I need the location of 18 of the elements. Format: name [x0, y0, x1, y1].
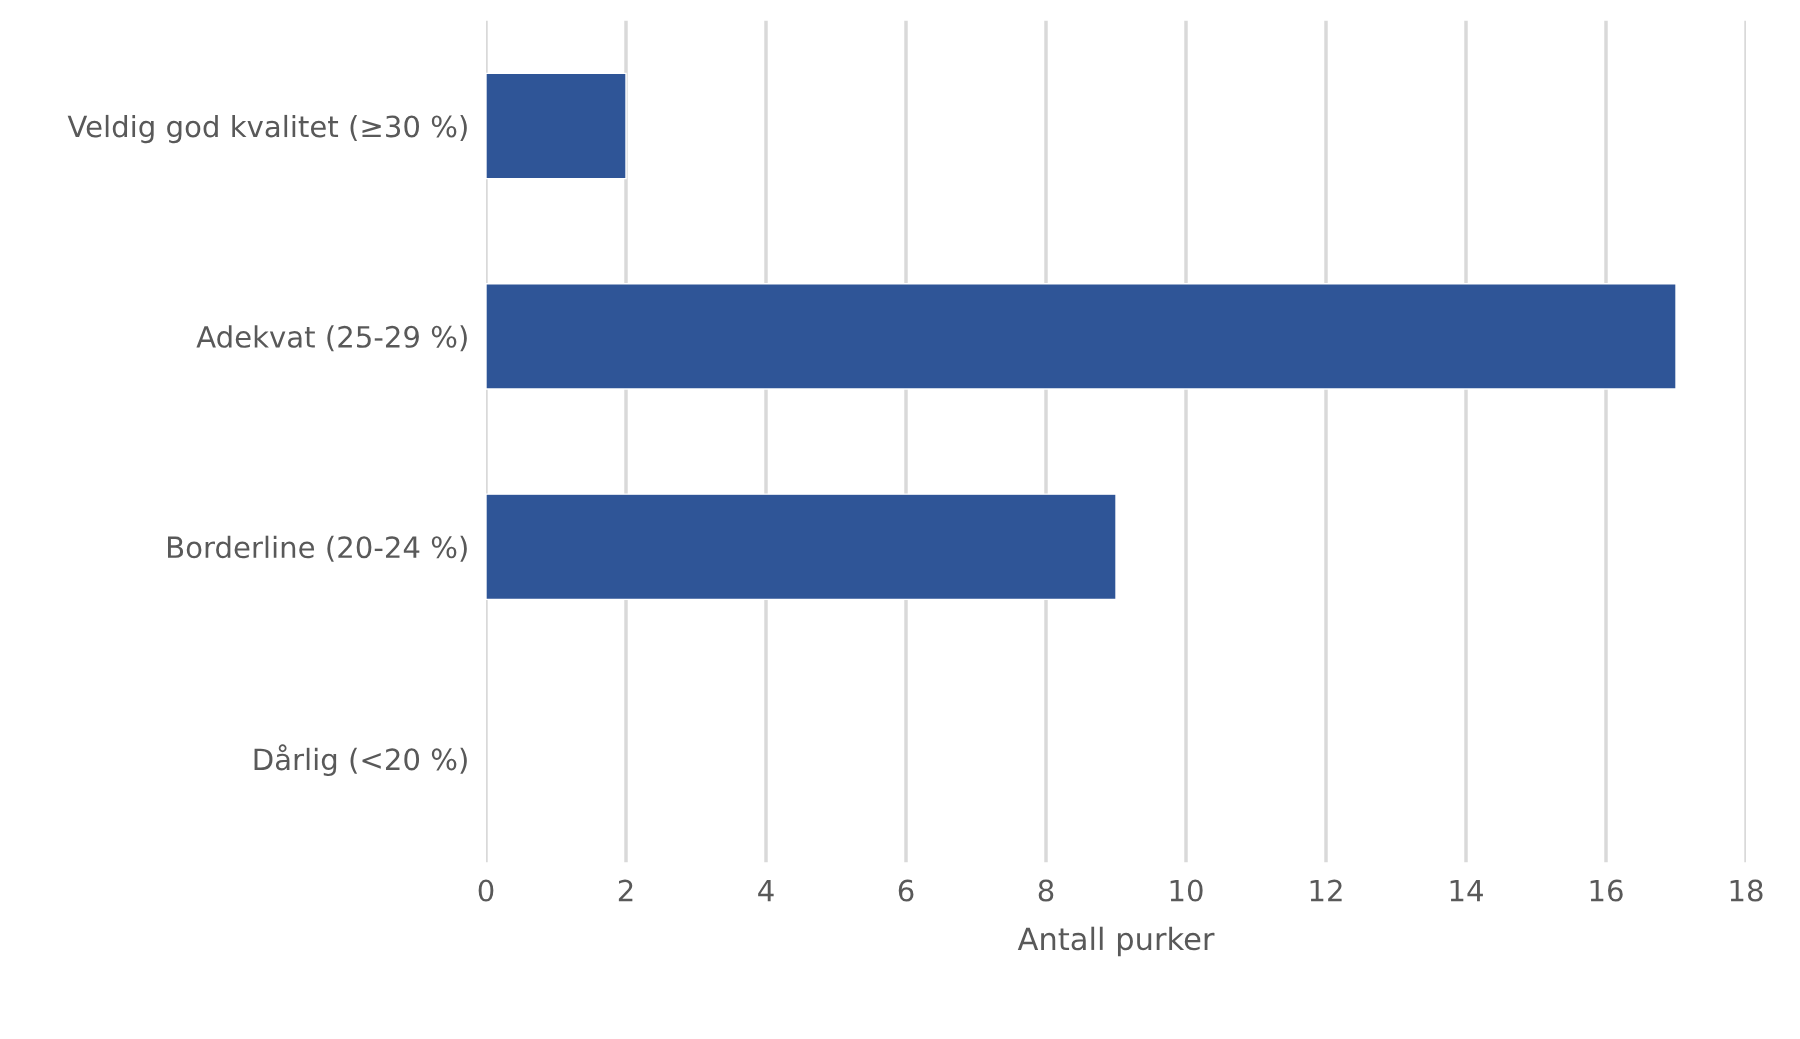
y-tick-label: Dårlig (<20 %): [254, 744, 467, 777]
y-tick-label: Veldig god kvalitet (≥30 %): [67, 114, 467, 144]
x-tick-label: 16: [1590, 879, 1623, 902]
x-tick-label: 6: [898, 879, 914, 902]
x-tick-label: 4: [758, 879, 774, 902]
x-tick-label: 0: [478, 879, 494, 902]
bar: [486, 493, 1117, 601]
bar: [486, 283, 1677, 390]
y-tick-label: Adekvat (25-29 %): [196, 325, 467, 352]
x-tick-label: 12: [1310, 879, 1342, 902]
y-tick-label: Borderline (20-24 %): [168, 535, 467, 562]
x-tick-label: 2: [618, 879, 633, 902]
x-tick-label: 18: [1730, 879, 1763, 902]
x-axis-title: Antall purker: [1017, 926, 1215, 957]
x-tick-label: 14: [1450, 879, 1483, 902]
x-tick-label: 8: [1038, 879, 1054, 902]
x-tick-label: 10: [1170, 879, 1203, 902]
bar: [486, 72, 627, 180]
